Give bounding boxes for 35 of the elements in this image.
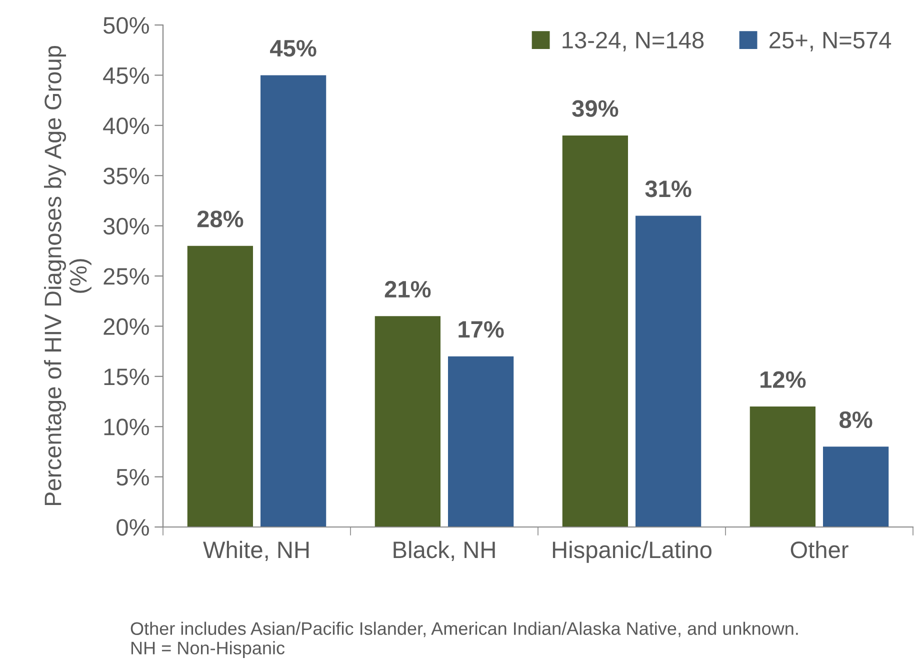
legend-label: 25+, N=574 (770, 32, 892, 52)
y-tick-label: 40% (103, 117, 149, 134)
bar (636, 216, 702, 527)
x-tick-label: Hispanic/Latino (552, 540, 712, 563)
y-tick-label: 25% (104, 268, 149, 285)
y-tick-label: 45% (103, 67, 149, 84)
bar (750, 406, 816, 527)
data-label: 21% (384, 280, 431, 298)
y-tick-label: 50% (103, 17, 149, 34)
bar (823, 446, 889, 527)
y-tick-label: 10% (104, 418, 149, 436)
bar (187, 246, 253, 527)
x-tick-label: Black, NH (394, 540, 495, 562)
data-label: 39% (572, 100, 618, 117)
text: Other includes Asian/Pacific Islander, American Indian/Alaska Native, and unknown. NH = Non-Hispanic (130, 622, 798, 658)
y-tick-label: 20% (104, 318, 149, 335)
bar (374, 316, 440, 527)
legend-label: 13-24, N=148 (562, 32, 704, 52)
data-label: 31% (645, 180, 692, 198)
y-tick-label: 35% (103, 168, 149, 184)
x-tick-label: White, NH (203, 540, 309, 562)
data-label: 17% (458, 321, 504, 338)
data-label: 8% (840, 411, 872, 428)
y-tick-label: 5% (116, 468, 149, 486)
data-label: 12% (760, 371, 806, 388)
bar (448, 356, 514, 527)
data-label: 45% (270, 40, 316, 57)
bar (260, 75, 326, 527)
y-tick-label: 30% (103, 218, 149, 235)
y-tick-label: 15% (104, 368, 149, 386)
bar (562, 135, 628, 527)
y-tick-label: 0% (116, 519, 149, 536)
data-label: 28% (197, 210, 244, 228)
y-axis-title: Percentage of HIV Diagnoses by Age Group (%) (44, 46, 92, 506)
x-tick-label: Other (790, 540, 848, 558)
